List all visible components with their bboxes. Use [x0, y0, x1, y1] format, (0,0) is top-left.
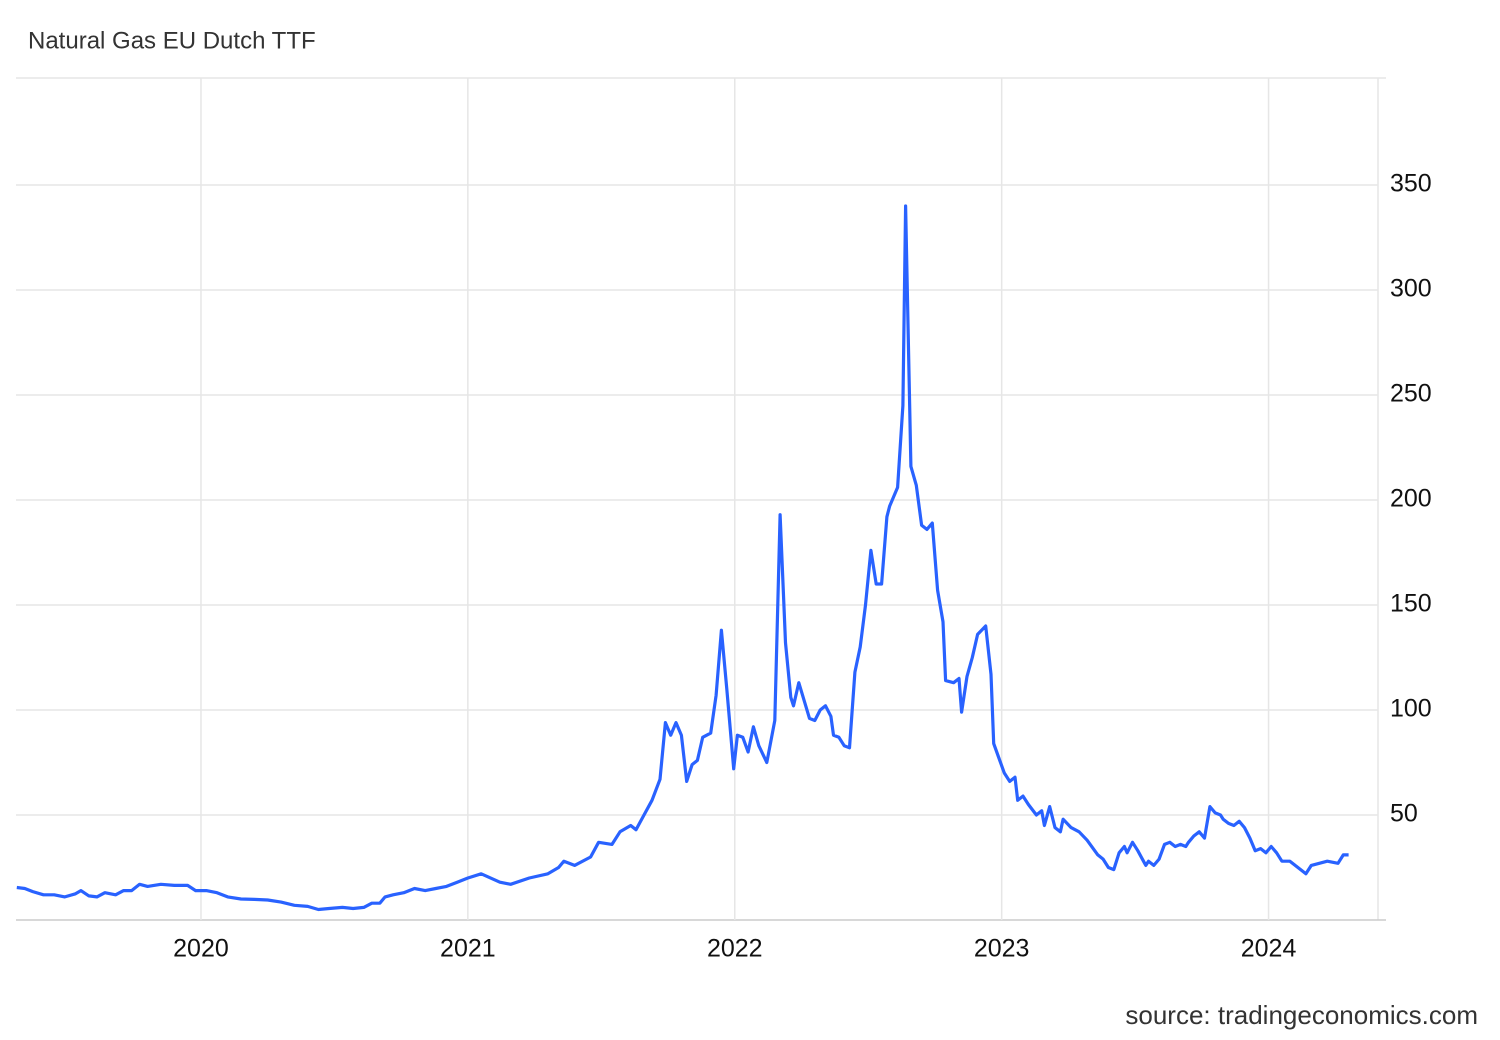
x-tick-label: 2022 — [707, 935, 763, 963]
x-tick-label: 2021 — [440, 935, 496, 963]
source: source: tradingeconomics.com — [1125, 1000, 1478, 1030]
y-tick-label: 100 — [1390, 695, 1432, 723]
y-tick-label: 350 — [1390, 170, 1432, 198]
y-tick-label: 50 — [1390, 800, 1418, 828]
y-tick-label: 200 — [1390, 485, 1432, 513]
data-line — [16, 204, 1349, 912]
chart-title: Natural Gas EU Dutch TTF — [28, 27, 316, 54]
x-tick-label: 2023 — [974, 935, 1030, 963]
x-tick-label: 2020 — [173, 935, 229, 963]
y-tick-label: 300 — [1390, 275, 1432, 303]
y-tick-label: 150 — [1390, 590, 1432, 618]
x-tick-label: 2024 — [1241, 935, 1297, 963]
y-tick-label: 250 — [1390, 380, 1432, 408]
